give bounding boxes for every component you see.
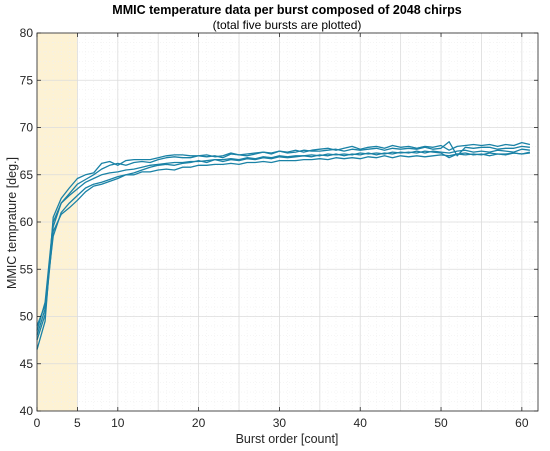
x-axis-label: Burst order [count] — [236, 432, 339, 446]
x-tick-label: 0 — [34, 416, 41, 430]
y-tick-label: 75 — [20, 73, 34, 87]
x-tick-label: 50 — [434, 416, 448, 430]
x-tick-label: 30 — [273, 416, 287, 430]
chart-title: MMIC temperature data per burst composed… — [112, 3, 461, 17]
x-tick-label: 40 — [354, 416, 368, 430]
y-tick-label: 60 — [20, 215, 34, 229]
y-tick-label: 65 — [20, 168, 34, 182]
x-tick-label: 60 — [515, 416, 529, 430]
y-tick-label: 55 — [20, 262, 34, 276]
x-tick-label: 5 — [74, 416, 81, 430]
chart-subtitle: (total five bursts are plotted) — [213, 18, 362, 32]
y-tick-label: 50 — [20, 310, 34, 324]
y-tick-label: 80 — [20, 26, 34, 40]
series-line-5 — [36, 150, 531, 331]
y-axis-label: MMIC temprature [deg.] — [5, 157, 19, 289]
x-tick-label: 10 — [111, 416, 125, 430]
x-tick-label: 20 — [192, 416, 206, 430]
series-line-4 — [36, 152, 530, 341]
y-tick-label: 45 — [20, 357, 34, 371]
y-tick-label: 40 — [20, 404, 34, 418]
series-line-2 — [36, 141, 531, 336]
axes: 0 5 10 20 30 40 50 60 40 45 50 55 60 65 70 75 80 — [20, 26, 539, 430]
y-tick-label: 70 — [20, 121, 34, 135]
series-group — [36, 141, 531, 350]
series-line-3 — [36, 148, 530, 327]
